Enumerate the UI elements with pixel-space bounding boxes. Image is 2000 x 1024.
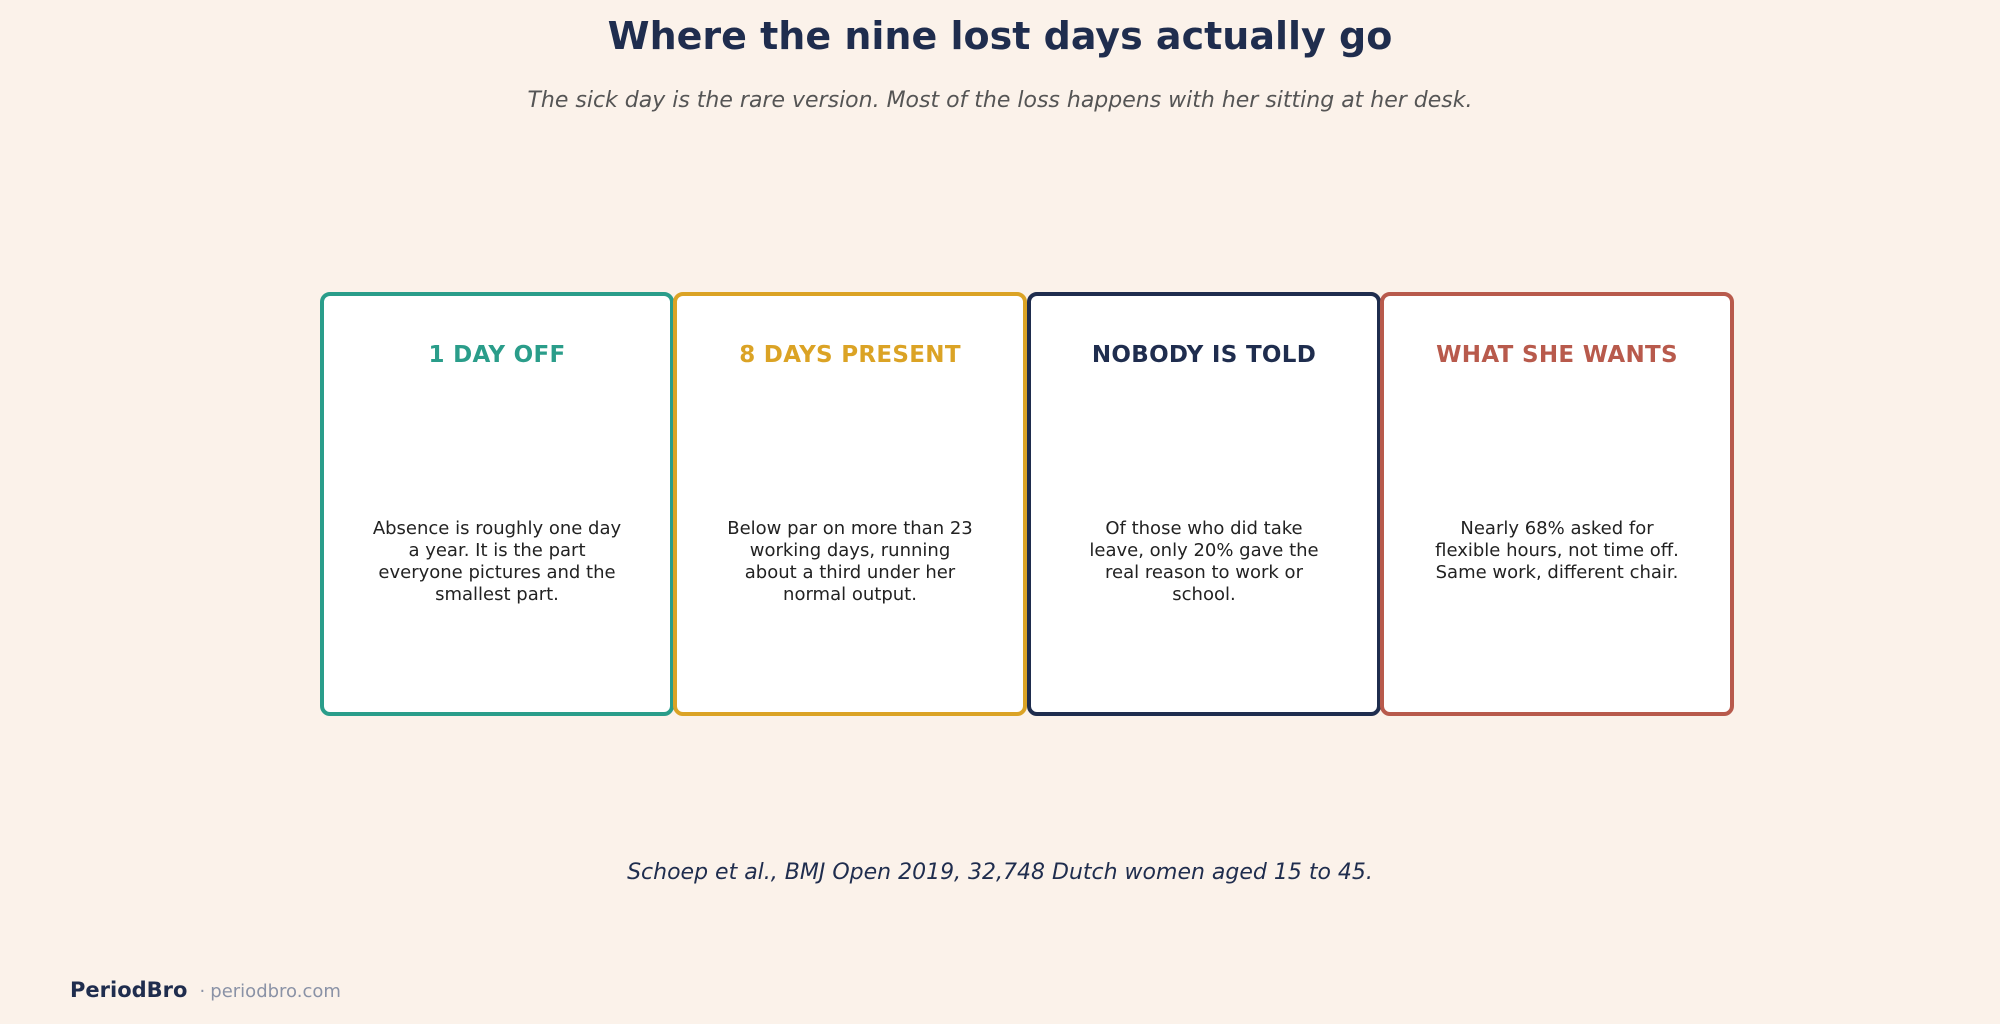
- card-body: Of those who did take leave, only 20% ga…: [1089, 518, 1319, 605]
- source-citation: Schoep et al., BMJ Open 2019, 32,748 Dut…: [627, 860, 1373, 885]
- card-heading: WHAT SHE WANTS: [1436, 342, 1678, 368]
- footer-url: periodbro.com: [210, 981, 341, 1002]
- card-body: Absence is roughly one day a year. It is…: [372, 518, 622, 605]
- card-heading: 8 DAYS PRESENT: [739, 342, 961, 368]
- card-body: Below par on more than 23 working days, …: [727, 518, 973, 605]
- card-what-she-wants: WHAT SHE WANTS Nearly 68% asked for flex…: [1380, 292, 1734, 716]
- page-title: Where the nine lost days actually go: [607, 14, 1393, 58]
- card-body: Nearly 68% asked for flexible hours, not…: [1435, 518, 1679, 583]
- card-nobody-told: NOBODY IS TOLD Of those who did take lea…: [1027, 292, 1381, 716]
- card-heading: 1 DAY OFF: [428, 342, 566, 368]
- card-day-off: 1 DAY OFF Absence is roughly one day a y…: [320, 292, 674, 716]
- page-subtitle: The sick day is the rare version. Most o…: [527, 88, 1473, 113]
- footer-separator: ·: [199, 981, 206, 1002]
- footer: PeriodBro · periodbro.com: [70, 978, 341, 1002]
- card-days-present: 8 DAYS PRESENT Below par on more than 23…: [673, 292, 1027, 716]
- brand-name: PeriodBro: [70, 978, 188, 1002]
- card-heading: NOBODY IS TOLD: [1091, 342, 1317, 368]
